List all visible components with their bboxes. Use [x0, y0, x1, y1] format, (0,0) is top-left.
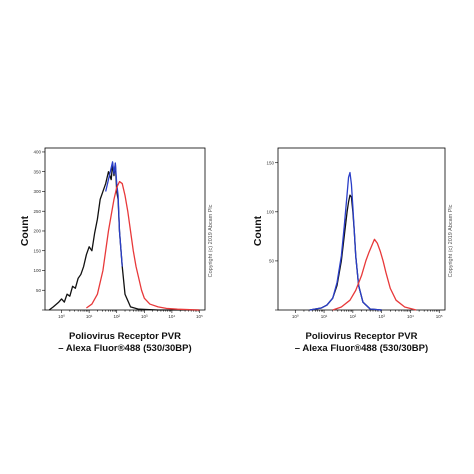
- x-tick-label: 10²: [350, 314, 357, 319]
- y-tick-label: 100: [266, 209, 274, 214]
- x-tick-label: 10⁵: [436, 314, 443, 319]
- y-tick-label: 200: [33, 229, 41, 234]
- x-axis-title-line2: – Alexa Fluor®488 (530/30BP): [58, 343, 191, 354]
- y-tick-label: 350: [33, 169, 41, 174]
- y-tick-label: 50: [36, 288, 42, 293]
- plot-frame: [277, 147, 446, 311]
- y-axis-title: Count: [252, 215, 264, 246]
- histogram-series-line: [48, 163, 200, 311]
- copyright-text: Copyright (c) 2019 Abcam Plc: [448, 204, 454, 277]
- y-tick-label: 50: [269, 259, 275, 264]
- histogram-series-line: [309, 171, 382, 311]
- x-tick-label: 10³: [141, 314, 148, 319]
- histogram-series-line: [105, 161, 123, 267]
- y-tick-label: 400: [33, 150, 41, 155]
- y-tick-label: 150: [266, 160, 274, 165]
- plot-frame: [44, 147, 206, 311]
- x-axis-title-line1: Poliovirus Receptor PVR: [69, 331, 181, 342]
- x-axis-title-line2: – Alexa Fluor®488 (530/30BP): [295, 343, 428, 354]
- x-tick-label: 10⁵: [196, 314, 203, 319]
- copyright-text: Copyright (c) 2019 Abcam Plc: [208, 204, 214, 277]
- x-tick-label: 10⁴: [168, 314, 175, 319]
- histogram-series-line: [332, 238, 417, 311]
- y-tick-label: 150: [33, 248, 41, 253]
- x-tick-label: 10³: [378, 314, 385, 319]
- x-tick-label: 10⁴: [407, 314, 414, 319]
- histogram-series-line: [86, 180, 200, 311]
- y-tick-label: 300: [33, 189, 41, 194]
- right-histogram-panel: 50 100 150 10⁰ 10¹ 10² 10³ 10⁴ 10⁵ Count Polioviru…: [252, 147, 454, 354]
- x-tick-label: 10²: [113, 314, 120, 319]
- x-tick-label: 10⁰: [58, 314, 65, 319]
- y-tick-label: 100: [33, 268, 41, 273]
- x-tick-label: 10¹: [86, 314, 93, 319]
- x-tick-label: 10¹: [321, 314, 328, 319]
- left-histogram-panel: 50 100 150 200 250 300 350 400 10⁰ 10¹ 10² 10³ 10⁴ 10…: [19, 147, 214, 354]
- x-tick-label: 10⁰: [292, 314, 299, 319]
- x-axis-title-line1: Poliovirus Receptor PVR: [306, 331, 418, 342]
- y-tick-label: 250: [33, 209, 41, 214]
- y-axis-title: Count: [19, 215, 31, 246]
